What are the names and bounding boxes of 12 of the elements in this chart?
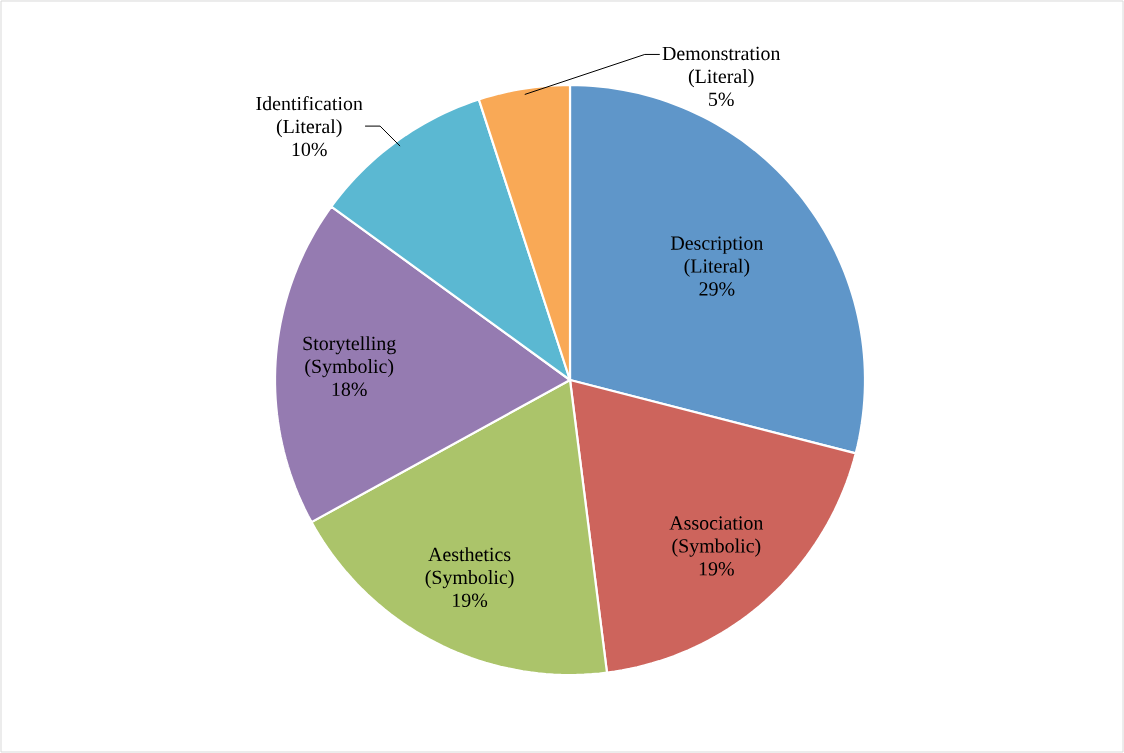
slice-label: Aesthetics (Symbolic) [425, 547, 514, 589]
data-label: 5% [709, 92, 734, 107]
data-label: 10% [292, 142, 327, 157]
data-label: 19% [699, 562, 734, 576]
data-label: 18% [332, 382, 367, 397]
slice-label: Association (Symbolic) [669, 516, 764, 557]
slice-label: Description (Literal) [670, 236, 764, 277]
slice-label: Identification (Literal) [256, 96, 363, 138]
slice-label: Storytelling (Symbolic) [303, 336, 396, 378]
data-label: 19% [453, 593, 488, 608]
slice-label: Demonstration (Literal) [662, 46, 781, 88]
data-label: 29% [699, 282, 735, 296]
